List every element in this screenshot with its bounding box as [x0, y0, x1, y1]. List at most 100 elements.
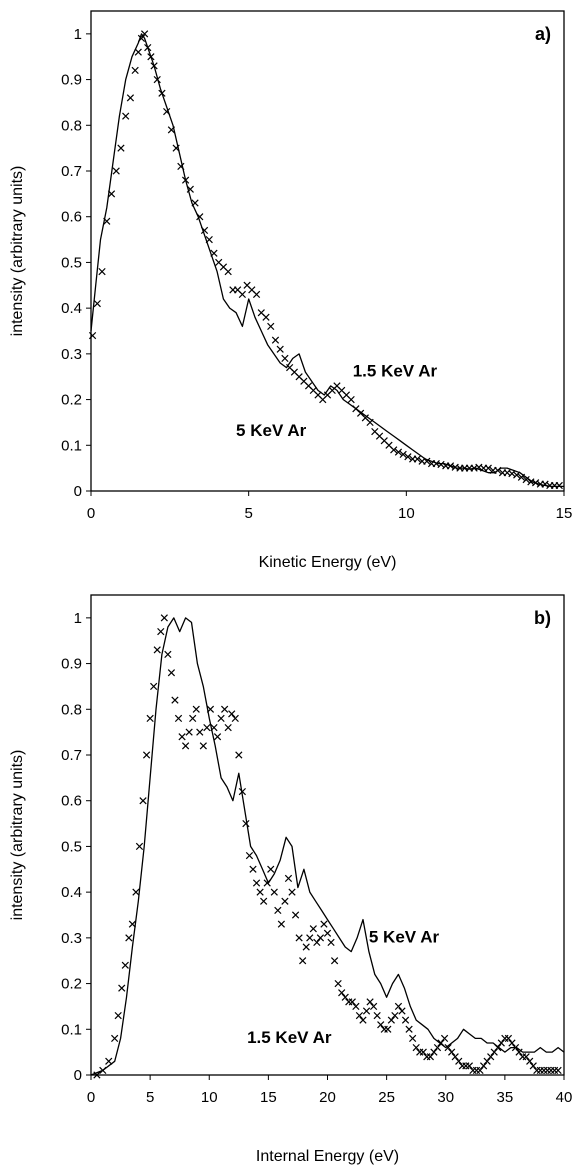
data-point — [267, 865, 275, 873]
data-point — [444, 1043, 452, 1052]
data-point — [437, 460, 445, 469]
data-point — [114, 1011, 122, 1020]
data-point — [88, 331, 97, 340]
data-point — [390, 446, 398, 454]
data-point — [270, 888, 278, 896]
data-point — [387, 1016, 395, 1024]
data-point — [107, 190, 116, 198]
data-point — [196, 728, 204, 736]
data-point — [462, 1062, 470, 1070]
data-point — [245, 851, 254, 860]
series-line-a-0 — [90, 33, 564, 488]
data-point — [157, 627, 165, 636]
data-point — [426, 1053, 435, 1061]
y-axis-title: intensity (arbitrary units) — [9, 166, 26, 337]
data-point — [203, 723, 211, 732]
data-point — [164, 650, 172, 659]
data-point — [341, 993, 349, 1001]
x-tick-label: 15 — [556, 505, 573, 522]
data-point — [125, 934, 133, 942]
data-point — [547, 1066, 555, 1075]
data-point — [508, 470, 516, 478]
data-point — [291, 911, 300, 919]
data-point — [394, 448, 403, 456]
data-point — [554, 1066, 562, 1075]
data-point — [235, 751, 243, 759]
x-tick-label: 10 — [201, 1089, 218, 1106]
y-tick-label: 0 — [74, 1067, 82, 1084]
data-point — [529, 1062, 537, 1070]
y-tick-label: 0.4 — [61, 300, 82, 317]
data-point — [494, 466, 502, 475]
data-point — [401, 1016, 410, 1024]
y-tick-label: 0.3 — [61, 930, 82, 947]
series-annotation: 5 KeV Ar — [369, 927, 440, 946]
data-point — [419, 1048, 427, 1056]
data-point — [541, 480, 549, 488]
data-point — [412, 1043, 420, 1052]
data-point — [517, 473, 526, 481]
series-annotation: 1.5 KeV Ar — [247, 1028, 332, 1047]
plot-frame — [90, 10, 565, 492]
y-tick-label: 0 — [74, 483, 82, 500]
y-tick-label: 0.4 — [61, 884, 82, 901]
data-point — [494, 1043, 502, 1052]
data-point — [423, 457, 431, 465]
data-point — [99, 1066, 107, 1075]
chart-panel-a: 00.10.20.30.40.50.60.70.80.910 5 10 15Kinet… — [9, 10, 573, 571]
data-point — [455, 1057, 463, 1065]
data-point — [465, 1062, 474, 1070]
data-point — [320, 920, 328, 928]
panel-a-plot: 00.10.20.30.40.50.60.70.80.910 5 10 15Kinet… — [9, 10, 573, 571]
data-point — [288, 888, 296, 896]
data-point — [487, 1053, 495, 1061]
series-markers-b-1 — [93, 614, 562, 1079]
data-point — [181, 176, 190, 184]
data-point — [448, 1048, 456, 1056]
data-point — [205, 235, 213, 244]
data-point — [451, 1053, 459, 1061]
data-point — [103, 217, 111, 225]
data-point — [112, 167, 120, 175]
y-tick-label: 0.2 — [61, 392, 82, 409]
y-tick-label: 0.5 — [61, 838, 82, 855]
data-point — [150, 62, 158, 70]
data-point — [366, 418, 374, 427]
data-point — [105, 1057, 113, 1065]
data-point — [526, 1057, 534, 1065]
data-point — [405, 1025, 413, 1033]
data-point — [186, 185, 194, 193]
x-axis-title: Kinetic Energy (eV) — [259, 554, 397, 571]
data-point — [93, 1071, 101, 1079]
data-point — [497, 1039, 505, 1047]
data-point — [536, 1066, 544, 1075]
data-point — [423, 1053, 431, 1061]
data-point — [217, 714, 225, 723]
data-point — [484, 464, 492, 472]
data-point — [174, 714, 183, 723]
data-point — [111, 1034, 119, 1043]
data-point — [483, 1057, 491, 1065]
data-point — [515, 1048, 523, 1056]
data-point — [446, 462, 455, 470]
data-point — [313, 938, 321, 947]
data-point — [117, 144, 125, 152]
data-point — [171, 696, 179, 704]
data-point — [210, 249, 218, 257]
data-point — [126, 94, 135, 102]
data-point — [299, 957, 307, 965]
y-tick-label: 0.6 — [61, 793, 82, 810]
data-point — [260, 897, 268, 905]
data-point — [181, 742, 190, 750]
data-point — [399, 450, 407, 459]
data-point — [200, 226, 209, 235]
data-point — [531, 479, 540, 487]
data-point — [98, 267, 106, 276]
y-tick-label: 0.1 — [61, 437, 82, 454]
data-point — [196, 213, 204, 221]
data-point — [433, 1043, 442, 1052]
data-point — [330, 957, 339, 965]
data-point — [199, 742, 207, 750]
data-point — [93, 299, 101, 308]
